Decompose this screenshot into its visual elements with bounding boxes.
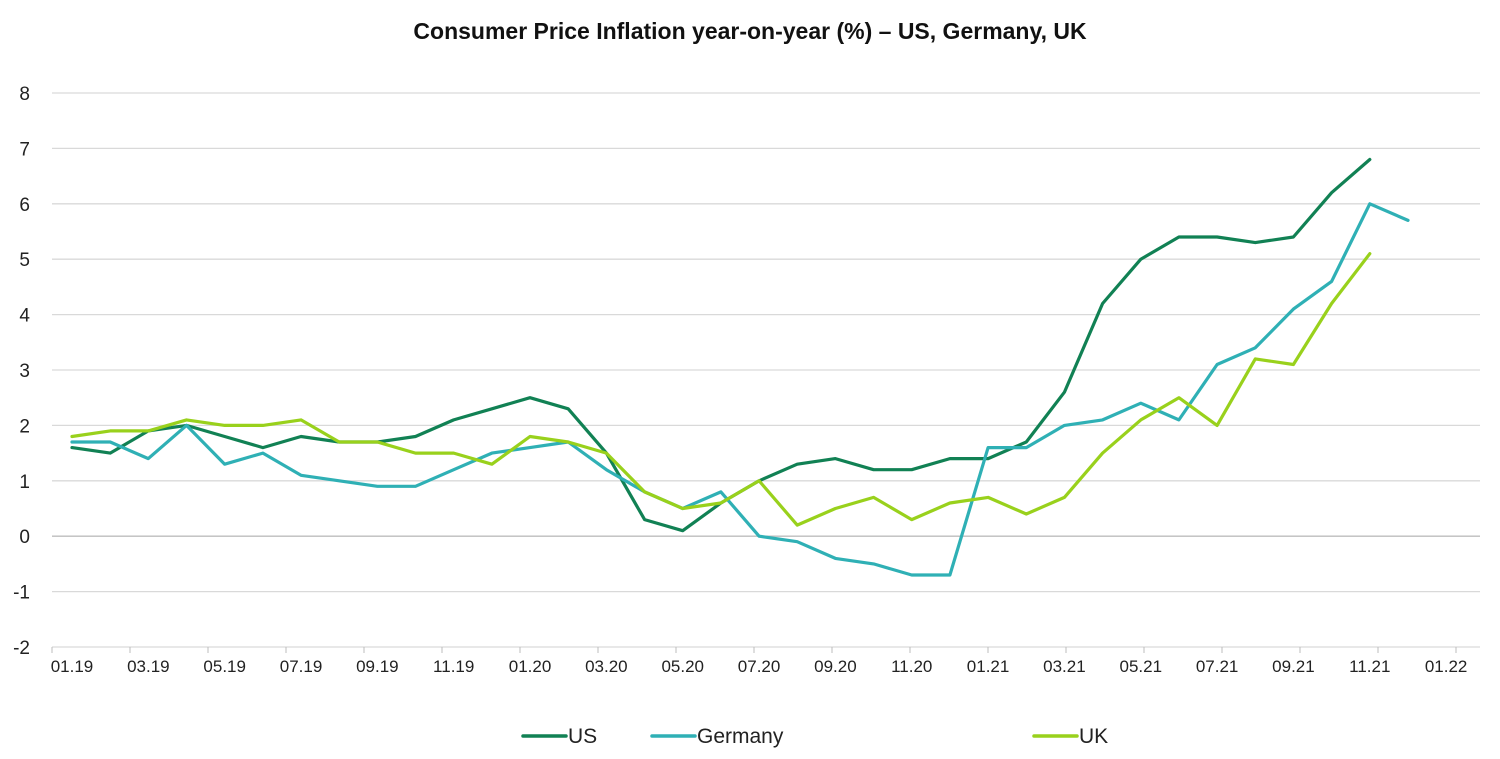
legend-label-germany: Germany [697, 725, 784, 748]
x-tick-label: 01.21 [967, 657, 1010, 676]
y-tick-label: 6 [19, 195, 30, 216]
x-tick-label: 07.20 [738, 657, 781, 676]
x-tick-label: 07.21 [1196, 657, 1239, 676]
chart-title: Consumer Price Inflation year-on-year (%… [413, 18, 1087, 44]
x-tick-label: 11.20 [891, 657, 932, 676]
x-tick-label: 03.20 [585, 657, 628, 676]
y-tick-label: 4 [19, 306, 30, 327]
y-tick-label: 2 [19, 416, 30, 437]
series-line-germany [70, 202, 1410, 577]
y-tick-label: 3 [19, 361, 30, 382]
y-tick-label: 5 [19, 250, 30, 271]
x-tick-label: 01.19 [51, 657, 94, 676]
legend-label-us: US [568, 725, 597, 748]
x-tick-label: 09.21 [1272, 657, 1315, 676]
x-tick-label: 11.21 [1349, 657, 1390, 676]
x-tick-label: 09.20 [814, 657, 857, 676]
x-tick-label: 09.19 [356, 657, 399, 676]
x-tick-label: 03.21 [1043, 657, 1086, 676]
x-tick-label: 03.19 [127, 657, 170, 676]
x-tick-label: 01.20 [509, 657, 552, 676]
y-tick-label: 8 [19, 84, 30, 105]
series-line-uk [70, 252, 1372, 527]
x-tick-label: 05.19 [203, 657, 246, 676]
x-tick-label: 01.22 [1425, 657, 1468, 676]
series-line-us [70, 157, 1372, 533]
y-tick-label: 1 [19, 472, 30, 493]
legend-label-uk: UK [1079, 725, 1108, 748]
y-tick-label: 0 [19, 527, 30, 548]
x-tick-label: 05.20 [661, 657, 704, 676]
y-tick-label: -1 [13, 583, 30, 604]
x-tick-label: 05.21 [1119, 657, 1162, 676]
y-tick-label: -2 [13, 638, 30, 659]
x-tick-label: 11.19 [433, 657, 474, 676]
x-tick-label: 07.19 [280, 657, 323, 676]
y-tick-label: 7 [19, 139, 30, 160]
